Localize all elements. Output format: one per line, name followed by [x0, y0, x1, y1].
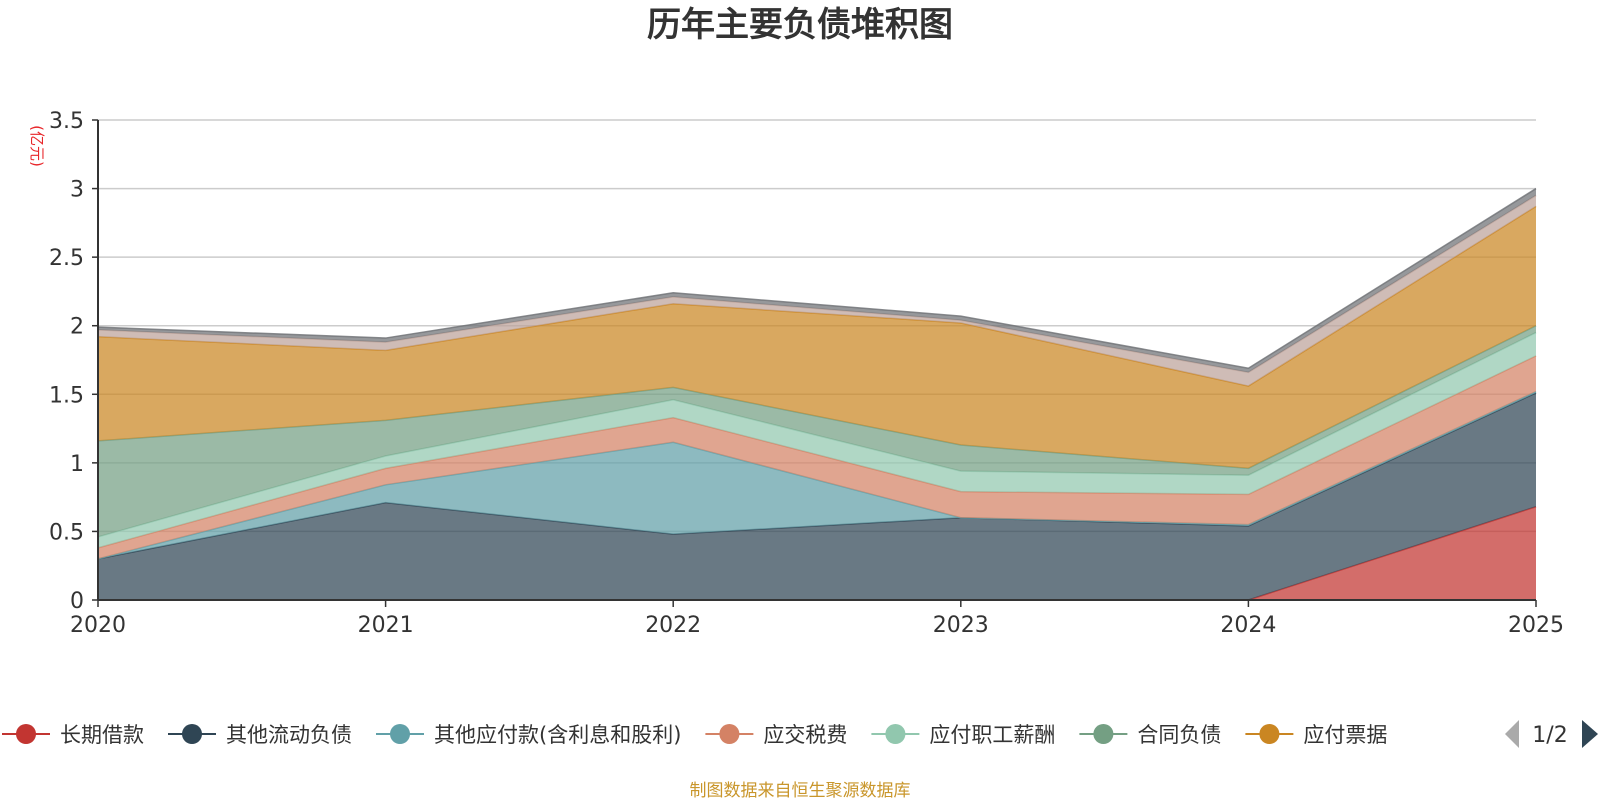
x-tick-label: 2020 [70, 613, 126, 638]
area-series-line-5 [97, 325, 1537, 470]
x-tick-label: 2022 [645, 613, 701, 638]
legend: 长期借款 其他流动负债 其他应付款(含利息和股利) 应交税费 应付职工薪酬 合同负债 应付票… [2, 723, 1387, 747]
legend-page-indicator: 1/2 [1532, 723, 1567, 748]
legend-label: 应交税费 [763, 723, 847, 747]
legend-item[interactable]: 长期借款 [2, 723, 144, 747]
area-series-3[interactable] [98, 355, 1536, 559]
y-tick-label: 1.5 [49, 383, 84, 408]
axes: 0 0.5 1 1.5 2 2.5 3 3.5 2020 2021 2022 2023 2024 2025 [49, 109, 1564, 638]
legend-swatch-dot [1093, 724, 1114, 744]
legend-pager: 1/2 [1505, 720, 1598, 748]
area-series-6[interactable] [98, 206, 1536, 469]
chart-title: 历年主要负债堆积图 [647, 5, 953, 45]
legend-label: 应付票据 [1303, 723, 1387, 747]
legend-item[interactable]: 应交税费 [705, 723, 847, 747]
legend-item[interactable]: 其他流动负债 [168, 723, 352, 747]
area-series-line-8 [97, 187, 1537, 370]
legend-prev-page-icon[interactable] [1505, 720, 1519, 748]
legend-swatch-dot [182, 724, 202, 744]
data-source-note: 制图数据来自恒生聚源数据库 [690, 781, 911, 800]
y-tick-label: 0 [70, 589, 84, 614]
legend-item[interactable]: 应付票据 [1245, 723, 1387, 747]
legend-item[interactable]: 其他应付款(含利息和股利) [376, 723, 681, 747]
legend-label: 其他流动负债 [226, 723, 352, 747]
y-tick-label: 0.5 [49, 520, 84, 545]
legend-label: 合同负债 [1137, 723, 1221, 747]
y-axis-unit: (亿元) [28, 125, 46, 167]
legend-swatch-dot [1259, 724, 1280, 744]
legend-swatch-dot [885, 724, 906, 744]
x-tick-label: 2023 [933, 613, 989, 638]
legend-next-page-icon[interactable] [1582, 720, 1598, 748]
area-series-5[interactable] [98, 325, 1536, 537]
legend-label: 长期借款 [60, 723, 144, 747]
area-series-1[interactable] [98, 392, 1536, 600]
x-tick-label: 2024 [1220, 613, 1276, 638]
area-series-7[interactable] [98, 195, 1536, 387]
x-tick-label: 2021 [358, 613, 414, 638]
y-tick-label: 1 [70, 452, 84, 477]
y-tick-label: 2.5 [49, 246, 84, 271]
area-series-0[interactable] [98, 506, 1536, 600]
legend-label: 其他应付款(含利息和股利) [434, 723, 681, 747]
legend-swatch-dot [719, 724, 740, 744]
legend-item[interactable]: 合同负债 [1079, 723, 1221, 747]
legend-item[interactable]: 应付职工薪酬 [871, 723, 1055, 747]
legend-swatch-dot [390, 724, 410, 744]
y-tick-label: 2 [70, 315, 84, 340]
area-series-group [97, 187, 1537, 601]
legend-swatch-dot [16, 724, 36, 744]
y-tick-label: 3 [70, 178, 84, 203]
area-series-2[interactable] [98, 391, 1536, 559]
area-series-4[interactable] [98, 332, 1536, 548]
y-tick-label: 3.5 [49, 109, 84, 134]
legend-label: 应付职工薪酬 [929, 723, 1055, 747]
x-tick-label: 2025 [1508, 613, 1564, 638]
